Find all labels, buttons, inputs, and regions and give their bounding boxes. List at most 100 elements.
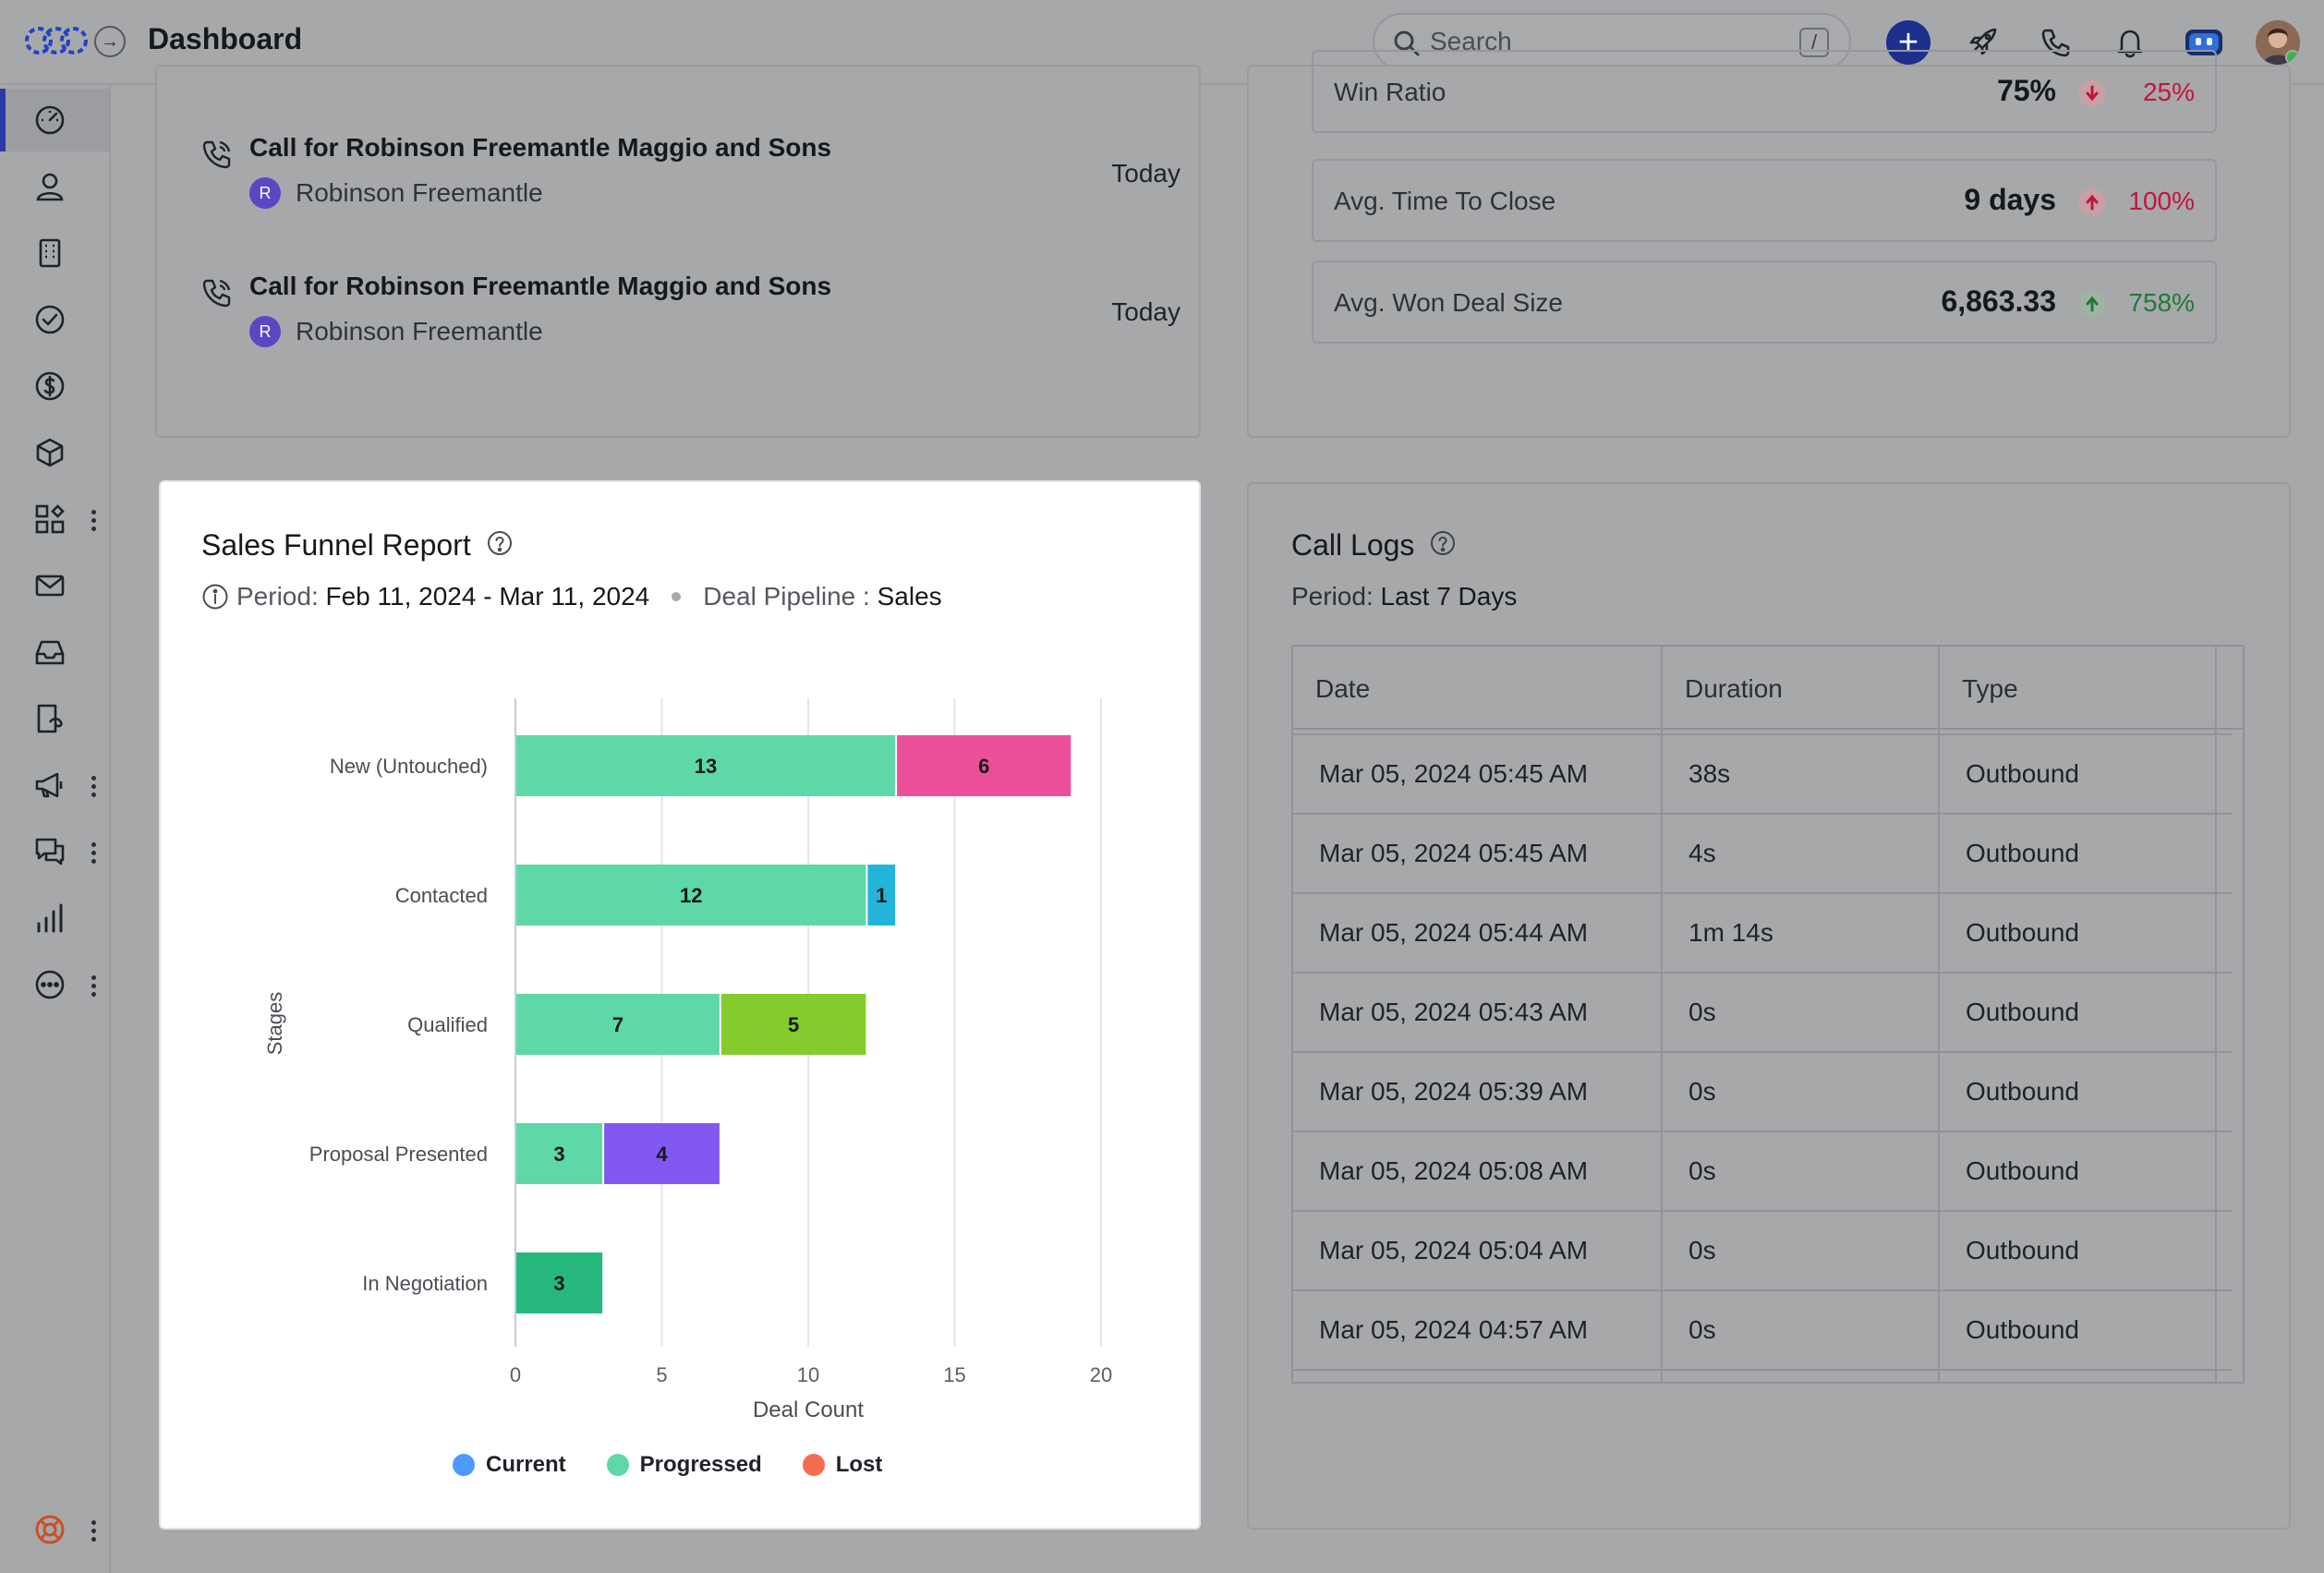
sidebar-item-conversations[interactable] bbox=[0, 820, 109, 883]
inbox-tray-icon bbox=[35, 640, 65, 665]
contact-name[interactable]: Robinson Freemantle bbox=[296, 317, 543, 345]
activity-title[interactable]: Call for Robinson Freemantle Maggio and … bbox=[249, 272, 832, 300]
table-row[interactable]: Mar 05, 2024 05:44 AM 1m 14s Outbound bbox=[1293, 894, 2232, 974]
cell-type: Outbound bbox=[1966, 1236, 2079, 1264]
table-row[interactable]: Mar 05, 2024 05:45 AM 38s Outbound bbox=[1293, 735, 2232, 815]
online-status-indicator bbox=[2285, 50, 2300, 65]
bell-icon bbox=[2117, 30, 2143, 58]
cell-duration: 0s bbox=[1689, 1077, 1716, 1106]
kpi-value: 9 days bbox=[1964, 183, 2056, 216]
megaphone-icon bbox=[35, 772, 63, 798]
sidebar-item-documents[interactable] bbox=[0, 687, 109, 750]
period-label: Period: bbox=[1291, 582, 1374, 611]
cell-date: Mar 05, 2024 05:04 AM bbox=[1319, 1236, 1589, 1264]
cell-date: Mar 05, 2024 04:57 AM bbox=[1319, 1315, 1589, 1344]
sales-funnel-filters: Period: Feb 11, 2024 - Mar 11, 2024 Deal… bbox=[201, 582, 942, 611]
arrow-up-icon bbox=[2078, 188, 2106, 216]
activity-title[interactable]: Call for Robinson Freemantle Maggio and … bbox=[249, 133, 832, 162]
more-horizontal-icon bbox=[35, 970, 65, 999]
sidebar-item-help[interactable] bbox=[0, 1498, 109, 1561]
cell-type: Outbound bbox=[1966, 1315, 2079, 1344]
legend-label: Lost bbox=[835, 1452, 883, 1477]
sales-funnel-title-text: Sales Funnel Report bbox=[201, 528, 471, 562]
page-title: Dashboard bbox=[148, 22, 303, 55]
activity-item[interactable]: Call for Robinson Freemantle Maggio and … bbox=[201, 272, 1180, 364]
kpi-change: 25% bbox=[2142, 78, 2195, 106]
upcoming-activities-card: Call for Robinson Freemantle Maggio and … bbox=[155, 65, 1201, 438]
cell-date: Mar 05, 2024 05:45 AM bbox=[1319, 759, 1589, 788]
cell-date: Mar 05, 2024 05:45 AM bbox=[1319, 839, 1589, 867]
legend-item-progressed[interactable]: Progressed bbox=[606, 1452, 762, 1478]
period-value: Feb 11, 2024 - Mar 11, 2024 bbox=[325, 582, 650, 611]
cell-duration: 1m 14s bbox=[1689, 918, 1773, 947]
apps-more-menu[interactable] bbox=[89, 510, 98, 531]
sidebar-item-inbox[interactable] bbox=[0, 621, 109, 684]
sidebar-item-dashboard[interactable] bbox=[0, 89, 109, 151]
arrow-down-icon bbox=[2078, 79, 2106, 107]
activity-item[interactable]: Call for Robinson Freemantle Maggio and … bbox=[201, 133, 1180, 225]
table-row[interactable]: Mar 05, 2024 05:08 AM 0s Outbound bbox=[1293, 1132, 2232, 1212]
campaigns-more-menu[interactable] bbox=[89, 776, 98, 797]
user-photo-icon bbox=[2256, 20, 2300, 65]
sidebar-item-products[interactable] bbox=[0, 421, 109, 484]
sidebar-item-deals[interactable] bbox=[0, 355, 109, 417]
call-logs-title-text: Call Logs bbox=[1291, 528, 1415, 562]
chat-bubbles-icon bbox=[35, 838, 65, 865]
contact-avatar: R bbox=[249, 316, 281, 347]
user-avatar[interactable] bbox=[2256, 20, 2300, 65]
bot-icon bbox=[2185, 30, 2222, 55]
help-circle-icon[interactable] bbox=[1430, 530, 1456, 556]
column-header-type[interactable]: Type bbox=[1962, 674, 2018, 703]
column-divider bbox=[1661, 647, 1663, 1382]
legend-swatch bbox=[802, 1454, 825, 1476]
call-logs-title: Call Logs bbox=[1291, 528, 1456, 563]
call-logs-period: Period: Last 7 Days bbox=[1291, 582, 1517, 611]
sidebar-item-reports[interactable] bbox=[0, 887, 109, 950]
notifications-button[interactable] bbox=[2108, 20, 2152, 65]
sidebar-item-apps[interactable] bbox=[0, 488, 109, 551]
pipeline-value: Sales bbox=[877, 582, 942, 611]
cell-duration: 0s bbox=[1689, 1156, 1716, 1185]
more-menu[interactable] bbox=[89, 975, 98, 997]
period-value: Last 7 Days bbox=[1380, 582, 1518, 611]
activity-contact[interactable]: R Robinson Freemantle bbox=[249, 316, 543, 347]
sidebar-item-tasks[interactable] bbox=[0, 288, 109, 351]
table-row[interactable]: Mar 05, 2024 05:45 AM 4s Outbound bbox=[1293, 815, 2232, 894]
conversations-more-menu[interactable] bbox=[89, 842, 98, 864]
sidebar-item-companies[interactable] bbox=[0, 222, 109, 284]
sidebar-item-more[interactable] bbox=[0, 953, 109, 1016]
table-row[interactable]: Mar 05, 2024 05:39 AM 0s Outbound bbox=[1293, 1053, 2232, 1132]
assistant-button[interactable] bbox=[2182, 20, 2226, 65]
sidebar-item-email[interactable] bbox=[0, 554, 109, 617]
sidebar-item-contacts[interactable] bbox=[0, 155, 109, 218]
deal-kpis-card: Win Ratio 75% 25% Avg. Time To Close 9 d… bbox=[1247, 50, 2291, 438]
help-more-menu[interactable] bbox=[89, 1520, 98, 1542]
expand-sidebar-button[interactable]: → bbox=[94, 26, 126, 57]
kpi-label: Avg. Time To Close bbox=[1334, 187, 1556, 215]
table-row[interactable]: Mar 05, 2024 04:57 AM 0s Outbound bbox=[1293, 1291, 2232, 1371]
contact-name[interactable]: Robinson Freemantle bbox=[296, 178, 543, 207]
table-row[interactable]: Mar 05, 2024 05:04 AM 0s Outbound bbox=[1293, 1212, 2232, 1291]
sales-funnel-card bbox=[159, 480, 1201, 1530]
phone-call-icon bbox=[202, 140, 231, 169]
cell-duration: 4s bbox=[1689, 839, 1716, 867]
sidebar-item-campaigns[interactable] bbox=[0, 754, 109, 817]
column-header-date[interactable]: Date bbox=[1315, 674, 1371, 703]
legend-label: Progressed bbox=[639, 1452, 762, 1477]
activity-contact[interactable]: R Robinson Freemantle bbox=[249, 177, 543, 209]
legend-swatch bbox=[453, 1454, 475, 1476]
cell-date: Mar 05, 2024 05:43 AM bbox=[1319, 998, 1589, 1026]
column-header-duration[interactable]: Duration bbox=[1685, 674, 1783, 703]
phone-button[interactable] bbox=[2034, 20, 2078, 65]
legend-item-lost[interactable]: Lost bbox=[802, 1452, 883, 1478]
kpi-label: Win Ratio bbox=[1334, 78, 1446, 106]
mail-icon bbox=[35, 575, 65, 597]
app-logo[interactable] bbox=[24, 22, 89, 59]
table-row[interactable]: Mar 05, 2024 05:43 AM 0s Outbound bbox=[1293, 974, 2232, 1053]
help-circle-icon[interactable] bbox=[487, 530, 513, 556]
legend-item-current[interactable]: Current bbox=[453, 1452, 566, 1478]
cell-duration: 0s bbox=[1689, 1236, 1716, 1264]
dashboard-icon bbox=[35, 105, 65, 135]
contacts-icon bbox=[36, 173, 64, 201]
kpi-label: Avg. Won Deal Size bbox=[1334, 288, 1563, 317]
